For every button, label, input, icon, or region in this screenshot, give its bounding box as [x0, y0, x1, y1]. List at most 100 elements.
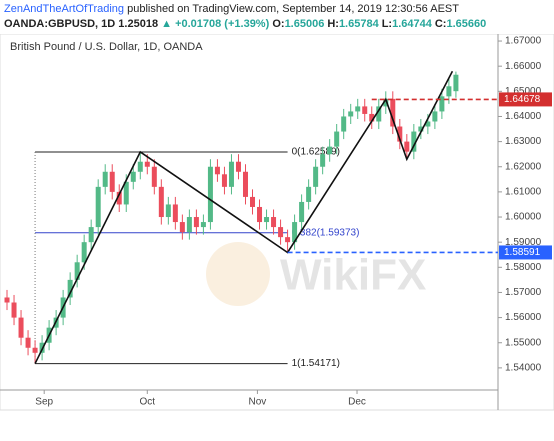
- ohlc-value: 1.65784: [338, 18, 379, 30]
- candle-body: [200, 222, 206, 228]
- candle-body: [207, 166, 213, 223]
- candle-body: [193, 217, 199, 228]
- candle-body: [299, 201, 305, 223]
- y-tick-label: 1.60000: [505, 212, 542, 223]
- candle-body: [264, 217, 270, 223]
- candle-body: [250, 196, 256, 207]
- candle-body: [376, 106, 382, 122]
- candle-body: [214, 166, 220, 175]
- ohlc-value: 1.65006: [284, 18, 325, 30]
- candle-body: [453, 74, 459, 92]
- y-tick-label: 1.59000: [505, 237, 542, 248]
- ohlc-label: L:: [381, 18, 393, 30]
- fib-label: 0.382(1.59373): [292, 227, 360, 238]
- change: ▲ +0.01708 (+1.39%): [161, 18, 270, 30]
- candle-body: [383, 98, 389, 107]
- x-tick-label: Sep: [35, 397, 53, 408]
- candle-body: [25, 337, 31, 348]
- candle-body: [123, 181, 129, 205]
- y-tick-label: 1.63000: [505, 136, 542, 147]
- ohlc-value: 1.65660: [446, 18, 487, 30]
- quote-line: OANDA:GBPUSD, 1D 1.25018 ▲ +0.01708 (+1.…: [4, 18, 489, 30]
- candle-body: [390, 98, 396, 127]
- candle-body: [411, 131, 417, 152]
- ohlc-value: 1.64744: [392, 18, 432, 30]
- price-tag-label: 1.58591: [504, 247, 541, 258]
- candle-body: [334, 131, 340, 147]
- price-tag: [499, 92, 552, 107]
- candle-body: [102, 171, 108, 187]
- candle-body: [418, 126, 424, 132]
- candle-body: [228, 161, 234, 187]
- candle-body: [235, 161, 241, 172]
- candle-body: [130, 171, 136, 182]
- y-tick-label: 1.54000: [505, 363, 542, 374]
- candle-body: [151, 166, 157, 187]
- candle-body: [348, 111, 354, 117]
- frame: [0, 34, 554, 411]
- candle-body: [285, 237, 291, 243]
- candle-body: [137, 161, 143, 172]
- zigzag: [34, 70, 454, 364]
- candle-body: [446, 86, 452, 97]
- y-tick-label: 1.61000: [505, 187, 542, 198]
- candle-body: [88, 227, 94, 243]
- ohlc: O:1.65006 H:1.65784 L:1.64744 C:1.65660: [272, 18, 489, 30]
- ohlc-label: C:: [434, 18, 447, 30]
- candle-body: [242, 171, 248, 197]
- candle-body: [404, 141, 410, 152]
- candle-body: [306, 186, 312, 202]
- candle-body: [341, 116, 347, 132]
- candle-body: [327, 146, 333, 155]
- candle-body: [144, 161, 150, 167]
- candle-body: [221, 174, 227, 187]
- publish-line: ZenAndTheArtOfTrading published on Tradi…: [4, 3, 459, 15]
- candle-body: [439, 96, 445, 112]
- candle-body: [116, 191, 122, 205]
- y-tick-label: 1.66000: [505, 61, 542, 72]
- candle-body: [165, 204, 171, 218]
- price-tag: [499, 245, 552, 260]
- symbol: OANDA:GBPUSD, 1D: [4, 18, 116, 30]
- candle-body: [425, 121, 431, 127]
- y-tick-label: 1.62000: [505, 161, 542, 172]
- candle-body: [186, 217, 192, 233]
- y-tick-label: 1.64000: [505, 111, 542, 122]
- candle-body: [74, 262, 80, 280]
- published: published on TradingView.com, September …: [124, 3, 459, 15]
- candle-body: [67, 279, 73, 298]
- candle-body: [432, 111, 438, 122]
- candle-body: [4, 297, 10, 303]
- x-tick-label: Dec: [348, 397, 366, 408]
- y-tick-label: 1.55000: [505, 337, 542, 348]
- watermark-logo: [206, 242, 270, 306]
- ohlc-label: H:: [327, 18, 339, 30]
- candle-body: [313, 166, 319, 187]
- y-tick-label: 1.56000: [505, 312, 542, 323]
- candle-body: [95, 186, 101, 228]
- y-tick-label: 1.58000: [505, 262, 542, 273]
- x-tick-label: Nov: [249, 397, 267, 408]
- candle-body: [158, 186, 164, 218]
- candle-body: [11, 302, 17, 318]
- candle-body: [320, 154, 326, 167]
- y-tick-label: 1.57000: [505, 287, 542, 298]
- candle-body: [271, 217, 277, 228]
- price-tag-label: 1.64678: [504, 94, 541, 105]
- candle-body: [32, 347, 38, 353]
- candle-body: [292, 222, 298, 243]
- candle-body: [257, 206, 263, 223]
- candle-body: [397, 126, 403, 142]
- watermark: WikiFX: [280, 251, 426, 300]
- x-tick-label: Oct: [140, 397, 156, 408]
- candle-body: [172, 204, 178, 223]
- candle-body: [369, 113, 375, 122]
- fib-label: 1(1.54171): [292, 358, 340, 369]
- candle-body: [109, 171, 115, 192]
- y-tick-label: 1.65000: [505, 86, 542, 97]
- candle-body: [278, 227, 284, 238]
- candle-body: [81, 242, 87, 263]
- chart-title: British Pound / U.S. Dollar, 1D, OANDA: [10, 41, 203, 53]
- author[interactable]: ZenAndTheArtOfTrading: [4, 3, 125, 15]
